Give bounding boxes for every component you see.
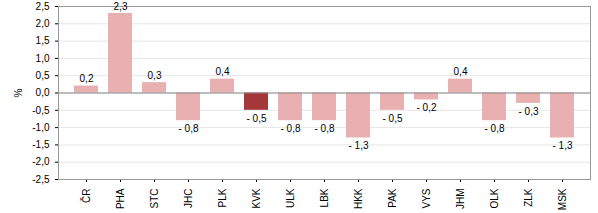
svg-text:- 1,3: - 1,3 xyxy=(552,140,572,151)
svg-text:PAK: PAK xyxy=(387,188,398,208)
svg-text:-1,5: -1,5 xyxy=(32,139,50,150)
svg-text:0,3: 0,3 xyxy=(148,70,162,81)
svg-text:ULK: ULK xyxy=(285,188,296,208)
svg-text:2,3: 2,3 xyxy=(114,1,128,12)
svg-text:0,5: 0,5 xyxy=(36,70,50,81)
svg-text:MSK: MSK xyxy=(557,188,568,210)
svg-text:JHM: JHM xyxy=(455,189,466,210)
svg-text:2,5: 2,5 xyxy=(36,1,50,12)
svg-text:- 0,8: - 0,8 xyxy=(280,123,300,134)
svg-text:1,5: 1,5 xyxy=(36,35,50,46)
svg-text:OLK: OLK xyxy=(489,188,500,208)
svg-text:ČR: ČR xyxy=(80,189,92,203)
svg-text:JHC: JHC xyxy=(183,189,194,208)
svg-text:- 0,3: - 0,3 xyxy=(518,106,538,117)
svg-text:PHA: PHA xyxy=(115,188,126,209)
svg-text:KVK: KVK xyxy=(251,188,262,208)
svg-text:-2,5: -2,5 xyxy=(32,174,50,185)
svg-text:- 0,8: - 0,8 xyxy=(178,123,198,134)
svg-text:1,0: 1,0 xyxy=(36,53,50,64)
svg-text:0,4: 0,4 xyxy=(216,66,230,77)
svg-text:- 1,3: - 1,3 xyxy=(348,140,368,151)
svg-text:0,2: 0,2 xyxy=(80,73,94,84)
svg-text:- 0,5: - 0,5 xyxy=(382,113,402,124)
svg-text:0,4: 0,4 xyxy=(454,66,468,77)
svg-text:- 0,8: - 0,8 xyxy=(314,123,334,134)
svg-text:HKK: HKK xyxy=(353,188,364,209)
svg-text:-1,0: -1,0 xyxy=(32,122,50,133)
svg-text:VYS: VYS xyxy=(421,188,432,208)
svg-text:STC: STC xyxy=(149,189,160,209)
svg-text:- 0,5: - 0,5 xyxy=(246,113,266,124)
svg-text:- 0,8: - 0,8 xyxy=(484,123,504,134)
svg-text:- 0,2: - 0,2 xyxy=(416,102,436,113)
svg-text:2,0: 2,0 xyxy=(36,18,50,29)
svg-text:0,0: 0,0 xyxy=(36,87,50,98)
svg-text:-0,5: -0,5 xyxy=(32,105,50,116)
svg-text:%: % xyxy=(13,88,24,97)
svg-text:ZLK: ZLK xyxy=(523,188,534,207)
svg-text:LBK: LBK xyxy=(319,188,330,207)
svg-text:-2,0: -2,0 xyxy=(32,156,50,167)
svg-text:PLK: PLK xyxy=(217,188,228,207)
